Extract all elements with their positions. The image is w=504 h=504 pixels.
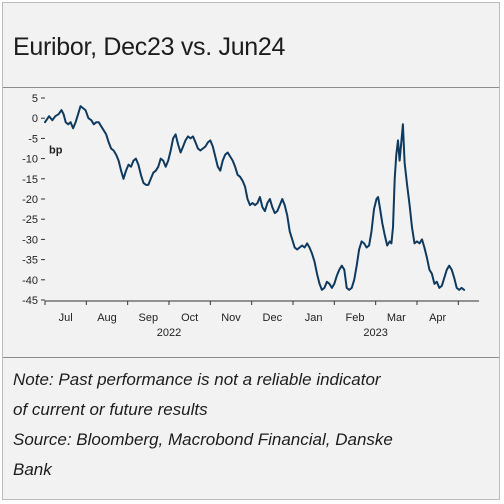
note-line-3: Source: Bloomberg, Macrobond Financial, …	[13, 430, 393, 449]
x-tick-label: Apr	[429, 312, 446, 324]
note-line-4: Bank	[13, 460, 52, 479]
y-tick-label: 5	[32, 93, 38, 105]
x-year-label: 2022	[157, 327, 181, 339]
y-tick-label: -10	[22, 154, 38, 166]
x-tick-label: Nov	[221, 312, 241, 324]
line-chart: 5 0 -5 -10 -15 -20 -25 -30 -35 -40 -45 bp Jul Aug Sep O…	[22, 93, 479, 339]
y-tick-label: -25	[22, 214, 38, 226]
x-tick-label: Mar	[387, 312, 406, 324]
y-tick-label: -35	[22, 255, 38, 267]
series-line	[44, 105, 466, 291]
y-tick-label: 0	[32, 113, 38, 125]
y-tick-label: -5	[28, 133, 38, 145]
chart-area: 5 0 -5 -10 -15 -20 -25 -30 -35 -40 -45 bp Jul Aug Sep O…	[3, 88, 499, 356]
x-year-label: 2023	[363, 327, 387, 339]
y-tick-label: -30	[22, 234, 38, 246]
y-tick-label: -40	[22, 275, 38, 287]
y-axis-label: bp	[49, 144, 63, 156]
note-line-2: of current or future results	[13, 400, 208, 419]
notes-section: Note: Past performance is not a reliable…	[3, 357, 499, 500]
chart-panel: Euribor, Dec23 vs. Jun24 5 0 -5 -10 -15 -20 -2…	[2, 2, 500, 500]
x-tick-label: Dec	[263, 312, 283, 324]
y-tick-label: -15	[22, 174, 38, 186]
chart-title: Euribor, Dec23 vs. Jun24	[13, 33, 286, 61]
x-tick-label: Feb	[346, 312, 365, 324]
x-tick-label: Sep	[139, 312, 159, 324]
title-bar: Euribor, Dec23 vs. Jun24	[3, 3, 499, 88]
y-tick-label: -45	[22, 295, 38, 307]
x-tick-label: Oct	[181, 312, 198, 324]
x-tick-label: Jul	[59, 312, 73, 324]
x-tick-label: Jan	[305, 312, 323, 324]
x-tick-label: Aug	[97, 312, 117, 324]
note-line-1: Note: Past performance is not a reliable…	[13, 370, 381, 389]
y-tick-label: -20	[22, 194, 38, 206]
